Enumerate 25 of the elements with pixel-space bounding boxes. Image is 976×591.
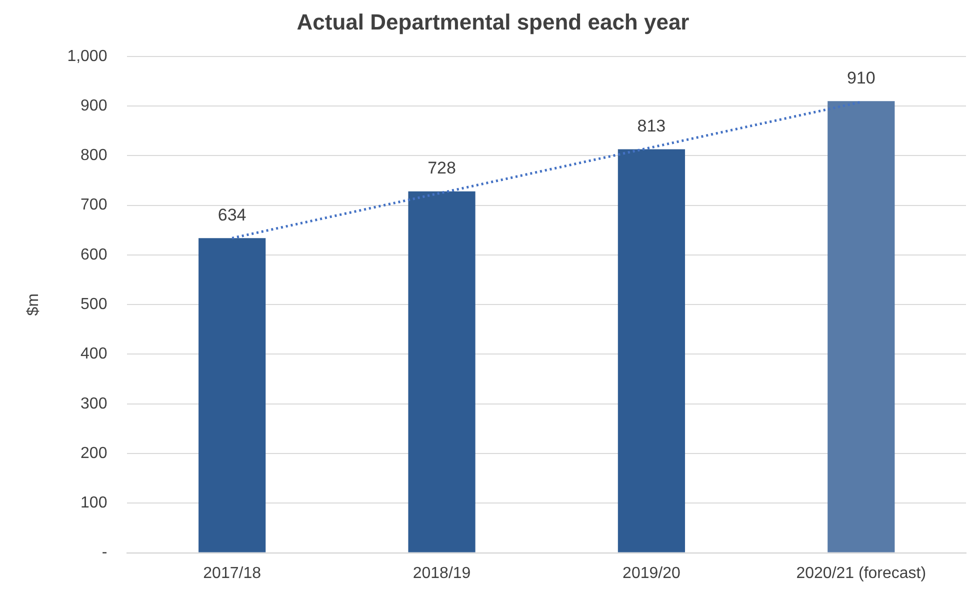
data-label: 728 xyxy=(428,158,456,178)
data-label: 634 xyxy=(218,205,246,224)
data-label: 910 xyxy=(846,68,876,88)
y-tick-label: 700 xyxy=(80,196,108,214)
bar xyxy=(198,238,266,552)
bar xyxy=(618,149,686,552)
y-tick-label: 900 xyxy=(80,97,108,114)
data-label: 813 xyxy=(637,116,666,136)
y-tick-label: 200 xyxy=(80,444,108,462)
x-tick-label: 2018/19 xyxy=(412,564,471,582)
y-tick-label: 400 xyxy=(80,346,108,363)
y-tick-label: - xyxy=(102,544,108,562)
y-tick-label: 1,000 xyxy=(67,48,108,65)
y-tick-label: 500 xyxy=(80,296,108,314)
bar xyxy=(408,191,476,552)
y-tick-label: 300 xyxy=(80,395,108,412)
x-tick-label: 2017/18 xyxy=(203,564,262,582)
y-tick-label: 800 xyxy=(80,147,108,164)
x-tick-label: 2020/21 (forecast) xyxy=(796,564,926,582)
bar xyxy=(828,101,895,552)
y-tick-label: 100 xyxy=(80,494,108,512)
x-tick-label: 2019/20 xyxy=(622,564,680,582)
chart-title: Actual Departmental spend each year xyxy=(296,9,690,34)
y-axis-title: $m xyxy=(25,293,42,316)
y-tick-label: 600 xyxy=(80,246,108,264)
